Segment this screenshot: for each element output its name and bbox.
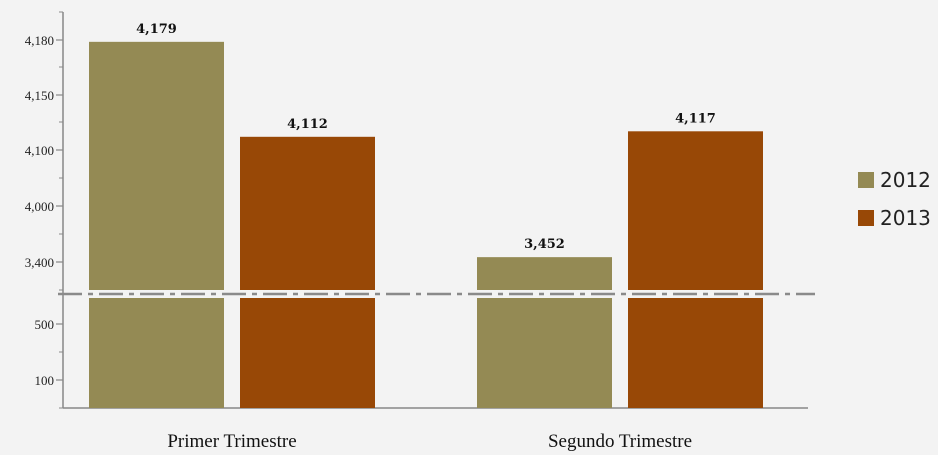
bar-2012-2-upper	[477, 257, 612, 290]
y-tick-label: 4,180	[25, 33, 54, 48]
data-label: 4,117	[675, 111, 716, 126]
y-tick-label: 4,100	[25, 143, 54, 158]
bar-2013-1-lower	[240, 298, 375, 408]
bar-2012-2-lower	[477, 298, 612, 408]
bar-2012-1-upper	[89, 41, 224, 291]
legend-swatch-2013	[858, 210, 874, 226]
legend-swatch-2012	[858, 172, 874, 188]
data-label: 3,452	[524, 237, 565, 252]
legend-label-2013: 2013	[880, 206, 931, 230]
y-tick-label: 500	[35, 317, 55, 332]
data-label: 4,112	[287, 117, 328, 132]
y-tick-label: 100	[35, 373, 55, 388]
legend-label-2012: 2012	[880, 168, 931, 192]
y-tick-label: 3,400	[25, 255, 54, 270]
bar-2012-1-lower	[89, 298, 224, 408]
labels-layer: 4,179 3,452 4,112 4,117 Primer Trimestre Segu…	[136, 22, 716, 452]
y-tick-label: 4,150	[25, 88, 54, 103]
bar-2013-1-upper	[240, 136, 375, 290]
bar-2013-2-lower	[628, 298, 763, 408]
bar-2013-2-upper	[628, 131, 763, 290]
bars-layer	[89, 41, 763, 408]
category-label: Segundo Trimestre	[548, 431, 692, 452]
legend: 2012 2013	[858, 168, 931, 230]
y-tick-label: 4,000	[25, 199, 54, 214]
category-label: Primer Trimestre	[167, 431, 296, 452]
data-label: 4,179	[136, 22, 177, 37]
